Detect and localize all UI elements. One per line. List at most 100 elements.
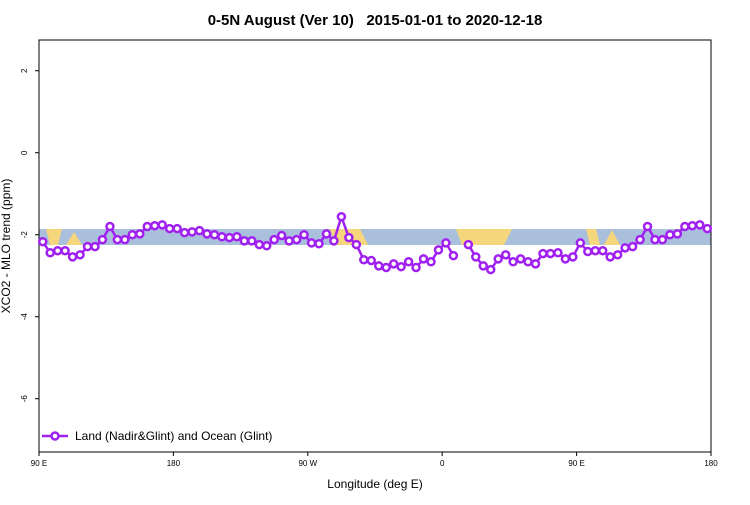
land-patch bbox=[604, 230, 620, 245]
point bbox=[568, 252, 578, 262]
point bbox=[388, 259, 399, 269]
point bbox=[202, 229, 212, 239]
point bbox=[284, 236, 294, 246]
point bbox=[261, 241, 272, 251]
point bbox=[269, 234, 279, 245]
point bbox=[321, 229, 332, 239]
point bbox=[471, 252, 481, 262]
point bbox=[560, 254, 571, 264]
point bbox=[478, 261, 489, 271]
point bbox=[45, 248, 55, 258]
point bbox=[403, 257, 414, 267]
point bbox=[172, 223, 182, 234]
point bbox=[515, 254, 526, 264]
land-patch bbox=[46, 229, 62, 245]
point bbox=[149, 220, 160, 231]
point bbox=[179, 227, 190, 238]
point bbox=[217, 232, 227, 242]
y-tick-label: 0 bbox=[20, 150, 29, 155]
point bbox=[396, 261, 406, 272]
x-tick-label: 180 bbox=[167, 459, 181, 468]
point bbox=[306, 238, 317, 248]
point bbox=[52, 245, 63, 256]
point bbox=[276, 230, 287, 241]
point bbox=[97, 234, 108, 245]
point bbox=[411, 262, 421, 273]
legend-marker bbox=[50, 431, 60, 441]
plot-frame bbox=[38, 39, 712, 453]
point bbox=[164, 223, 175, 234]
point bbox=[583, 246, 593, 257]
y-axis-label: XCO2 - MLO trend (ppm) bbox=[0, 179, 13, 314]
point bbox=[224, 232, 235, 243]
point bbox=[37, 236, 48, 247]
point bbox=[359, 254, 369, 265]
point bbox=[627, 241, 638, 252]
point bbox=[418, 254, 429, 264]
x-tick-label: 0 bbox=[440, 459, 445, 468]
point bbox=[135, 229, 145, 239]
point bbox=[373, 261, 384, 271]
point bbox=[523, 257, 533, 267]
y-tick-label: -2 bbox=[20, 231, 29, 239]
point bbox=[187, 227, 197, 237]
point bbox=[105, 221, 115, 232]
land-patch bbox=[66, 232, 82, 245]
point bbox=[127, 229, 138, 240]
y-tick-label: -4 bbox=[20, 313, 29, 321]
point bbox=[112, 234, 123, 245]
point bbox=[426, 257, 436, 267]
point bbox=[485, 264, 496, 275]
point bbox=[530, 259, 541, 269]
land-patch bbox=[586, 229, 600, 245]
point bbox=[680, 221, 690, 232]
point bbox=[329, 236, 339, 246]
point bbox=[314, 238, 324, 249]
point bbox=[67, 252, 78, 262]
legend-label: Land (Nadir&Glint) and Ocean (Glint) bbox=[75, 429, 272, 443]
point bbox=[642, 221, 653, 232]
point bbox=[463, 239, 474, 250]
point bbox=[194, 225, 205, 236]
x-tick-label: 180 bbox=[704, 459, 718, 468]
point bbox=[553, 248, 563, 258]
point bbox=[247, 236, 257, 246]
point bbox=[381, 262, 391, 273]
point bbox=[500, 250, 511, 260]
point bbox=[433, 245, 444, 255]
point bbox=[672, 229, 683, 239]
point bbox=[441, 238, 451, 248]
point bbox=[545, 248, 556, 259]
point bbox=[665, 229, 675, 240]
point bbox=[448, 250, 459, 261]
point bbox=[254, 239, 265, 250]
point bbox=[336, 211, 347, 222]
point bbox=[209, 229, 220, 240]
point bbox=[120, 234, 130, 245]
point bbox=[657, 234, 668, 245]
point bbox=[538, 248, 548, 259]
chart-title: 0-5N August (Ver 10) 2015-01-01 to 2020-… bbox=[208, 12, 543, 29]
point bbox=[232, 232, 242, 242]
x-tick-label: 90 E bbox=[568, 459, 584, 468]
point bbox=[239, 236, 250, 246]
y-tick-label: -6 bbox=[20, 395, 29, 403]
point bbox=[575, 238, 586, 248]
point bbox=[605, 252, 615, 262]
point bbox=[157, 220, 167, 230]
x-tick-label: 90 E bbox=[31, 459, 47, 468]
point bbox=[366, 255, 377, 266]
point bbox=[702, 223, 713, 234]
point bbox=[299, 229, 309, 240]
x-axis-label: Longitude (deg E) bbox=[327, 477, 422, 491]
point bbox=[90, 241, 100, 252]
x-tick-label: 90 W bbox=[298, 459, 317, 468]
point bbox=[291, 234, 302, 245]
point bbox=[351, 239, 362, 250]
point bbox=[344, 232, 354, 243]
point bbox=[590, 245, 601, 256]
point bbox=[620, 243, 630, 253]
point bbox=[75, 250, 85, 260]
point bbox=[612, 250, 623, 260]
